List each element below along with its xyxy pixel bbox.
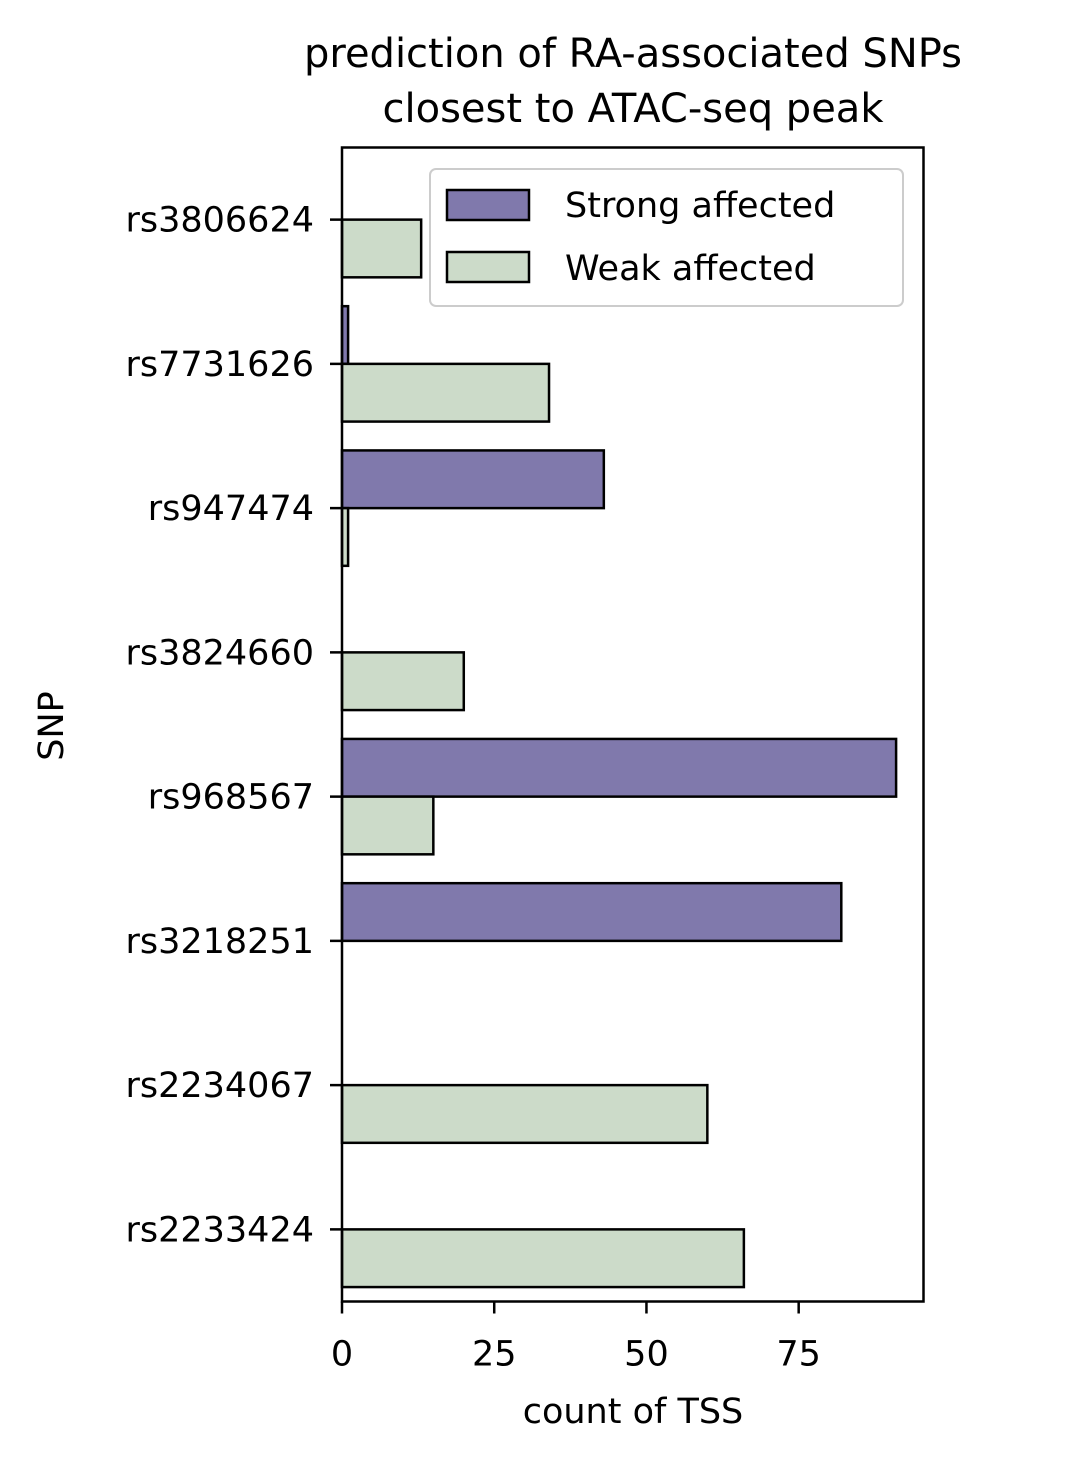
legend-swatch-strong-affected [445,188,531,222]
chart-title-line-1: prediction of RA-associated SNPs [304,31,962,77]
bars-group [340,218,898,1289]
plot-frame [340,146,925,1303]
x-tick-label: 25 [472,1335,517,1375]
x-axis-label: count of TSS [523,1392,744,1432]
x-tick-label: 0 [331,1335,353,1375]
bar-rs968567-weak-affected [340,795,435,856]
y-tick-label: rs3824660 [125,633,314,673]
bar-rs3218251-strong-affected [340,881,843,943]
chart-title-line-2: closest to ATAC-seq peak [383,86,885,132]
y-tick-label: rs968567 [148,778,314,818]
bar-rs968567-strong-affected [340,737,898,798]
y-tick-label: rs3806624 [125,201,314,241]
legend: Strong affected Weak affected [429,168,904,307]
legend-swatch-weak-affected [445,250,531,284]
bar-rs3824660-weak-affected [340,651,466,712]
y-axis-ticks: rs3806624 rs7731626 rs947474 rs3824660 rs968… [125,201,342,1250]
legend-label-strong-affected: Strong affected [565,186,835,226]
legend-box [429,168,904,307]
x-tick-label: 75 [776,1335,821,1375]
y-axis-label: SNP [32,691,72,761]
legend-label-weak-affected: Weak affected [565,249,816,289]
bar-rs947474-strong-affected [340,449,606,510]
bar-rs7731626-weak-affected [340,362,551,423]
y-tick-label: rs2233424 [125,1210,314,1250]
y-tick-label: rs947474 [148,489,314,529]
x-axis-ticks: 0 25 50 75 [331,1301,821,1375]
y-tick-label: rs3218251 [125,922,314,962]
y-tick-label: rs2234067 [125,1066,314,1106]
bar-rs2233424-weak-affected [340,1228,746,1289]
bar-rs3806624-weak-affected [340,218,423,279]
x-tick-label: 50 [624,1335,669,1375]
bar-rs2234067-weak-affected [340,1083,709,1145]
y-tick-label: rs7731626 [125,345,314,385]
